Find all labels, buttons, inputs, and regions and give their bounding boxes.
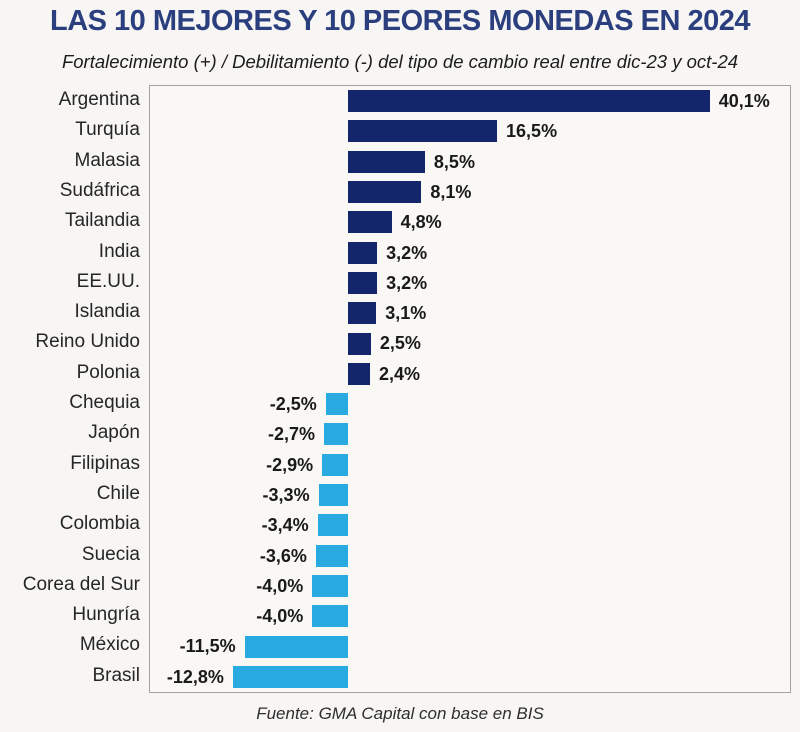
category-label-hungria: Hungría [72, 604, 140, 626]
page-subtitle: Fortalecimiento (+) / Debilitamiento (-)… [61, 51, 739, 72]
value-label-islandia: 3,1% [385, 303, 427, 324]
value-label-chequia: -2,5% [269, 394, 317, 414]
source-note: Fuente: GMA Capital con base en BIS [256, 704, 544, 723]
value-label-suecia: -3,6% [259, 545, 307, 566]
bar-filipinas [322, 453, 349, 476]
category-label-ee-uu: EE.UU. [76, 270, 140, 292]
value-label-mexico: -11,5% [179, 636, 236, 657]
value-label-corea-del-sur: -4,0% [256, 575, 304, 596]
value-label-japon: -2,7% [267, 424, 315, 445]
category-label-chile: Chile [96, 482, 140, 504]
bar-argentina [348, 90, 710, 113]
category-label-argentina: Argentina [58, 89, 140, 110]
category-label-tailandia: Tailandia [65, 210, 140, 232]
value-label-sudafrica: 8,1% [430, 181, 472, 202]
value-label-hungria: -4,0% [256, 606, 304, 627]
category-label-suecia: Suecia [81, 543, 140, 565]
category-label-brasil: Brasil [92, 664, 140, 686]
bar-sudafrica [348, 181, 422, 204]
value-label-india: 3,2% [386, 242, 428, 263]
bar-islandia [348, 302, 377, 325]
category-label-turquia: Turquía [75, 119, 140, 141]
category-label-japon: Japón [88, 422, 140, 444]
value-label-malasia: 8,5% [433, 151, 475, 172]
value-label-argentina: 40,1% [718, 91, 770, 111]
value-label-colombia: -3,4% [261, 515, 309, 536]
category-label-colombia: Colombia [59, 513, 140, 535]
value-label-tailandia: 4,8% [400, 212, 442, 233]
category-label-malasia: Malasia [74, 149, 140, 171]
category-label-corea-del-sur: Corea del Sur [22, 573, 140, 595]
category-label-mexico: México [79, 634, 140, 656]
category-label-filipinas: Filipinas [70, 452, 140, 474]
category-label-india: India [98, 240, 140, 262]
bar-brasil [232, 665, 349, 688]
category-label-polonia: Polonia [76, 361, 140, 383]
bar-reino-unido [348, 332, 371, 355]
bar-suecia [315, 544, 349, 567]
category-label-reino-unido: Reino Unido [35, 331, 140, 353]
value-label-filipinas: -2,9% [266, 454, 314, 475]
value-label-reino-unido: 2,5% [379, 333, 421, 354]
bar-tailandia [348, 211, 392, 234]
bar-malasia [348, 150, 425, 173]
page-title: LAS 10 MEJORES Y 10 PEORES MONEDAS EN 20… [50, 5, 750, 37]
category-label-islandia: Islandia [74, 301, 141, 323]
value-label-turquia: 16,5% [506, 121, 558, 142]
bar-polonia [348, 362, 370, 385]
bar-turquia [348, 120, 498, 143]
bar-ee-uu [348, 271, 378, 294]
bar-india [348, 241, 378, 264]
value-label-ee-uu: 3,2% [386, 272, 428, 293]
bar-hungria [312, 605, 349, 628]
category-label-sudafrica: Sudáfrica [59, 179, 140, 201]
bar-chequia [325, 393, 349, 416]
category-label-chequia: Chequia [69, 392, 140, 413]
bar-japon [323, 423, 349, 446]
bar-chile [318, 484, 349, 507]
bar-corea-del-sur [312, 574, 349, 597]
value-label-chile: -3,3% [262, 484, 310, 505]
value-label-brasil: -12,8% [166, 666, 224, 687]
bar-mexico [244, 635, 349, 658]
category-labels: Argentina Turquía Malasia Sudáfrica Tailandi… [0, 85, 140, 691]
plot-area: 40,1% 16,5% 8,5% 8,1% 4,8% 3,2% 3,2% 3,1% 2,5% 2,… [149, 85, 791, 693]
bar-colombia [317, 514, 349, 537]
value-label-polonia: 2,4% [378, 363, 420, 384]
